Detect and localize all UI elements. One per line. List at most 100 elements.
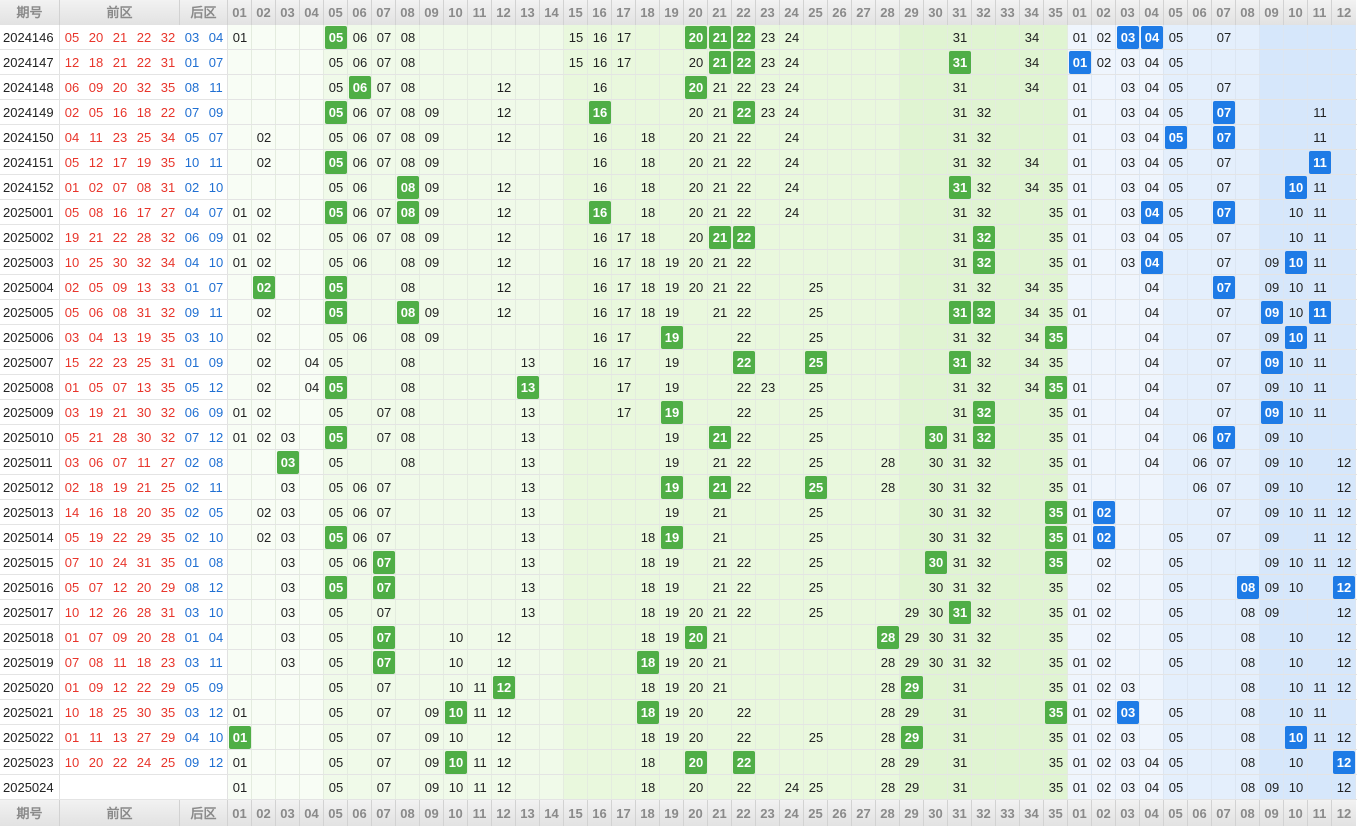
front-number: 20 — [112, 80, 128, 95]
front-number: 35 — [160, 155, 176, 170]
back-cell: 08 — [1240, 680, 1256, 695]
front-cell: 12 — [496, 105, 512, 120]
front-hit: 22 — [733, 51, 755, 74]
front-cell: 31 — [952, 655, 968, 670]
issue: 2025024 — [3, 780, 54, 795]
back-cell: 01 — [1072, 380, 1088, 395]
back-cell: 05 — [1168, 30, 1184, 45]
front-number: 27 — [160, 205, 176, 220]
issue: 2024149 — [3, 105, 54, 120]
front-column-header: 24 — [780, 800, 804, 826]
front-number: 20 — [136, 580, 152, 595]
front-hit: 35 — [1045, 551, 1067, 574]
back-hit: 02 — [1093, 501, 1115, 524]
back-cell: 04 — [1144, 130, 1160, 145]
front-hit: 31 — [949, 176, 971, 199]
front-cell: 35 — [1048, 480, 1064, 495]
front-number: 35 — [160, 380, 176, 395]
front-hit: 32 — [973, 401, 995, 424]
front-cell: 03 — [280, 655, 296, 670]
front-number: 13 — [112, 730, 128, 745]
front-column-header: 01 — [228, 0, 252, 25]
front-number: 11 — [113, 655, 127, 670]
draw-band — [60, 25, 228, 800]
front-cell: 21 — [712, 580, 728, 595]
front-cell: 35 — [1048, 630, 1064, 645]
front-cell: 08 — [400, 230, 416, 245]
front-cell: 22 — [736, 180, 752, 195]
front-cell: 07 — [376, 30, 392, 45]
front-number: 31 — [160, 355, 176, 370]
front-cell: 31 — [952, 730, 968, 745]
back-cell: 04 — [1144, 405, 1160, 420]
front-cell: 32 — [976, 205, 992, 220]
back-column-header: 03 — [1116, 0, 1140, 25]
front-cell: 20 — [688, 730, 704, 745]
front-cell: 01 — [232, 430, 248, 445]
front-cell: 32 — [976, 380, 992, 395]
front-band — [420, 25, 444, 800]
front-cell: 30 — [928, 505, 944, 520]
front-cell: 18 — [640, 205, 656, 220]
front-cell: 12 — [496, 80, 512, 95]
front-hit: 35 — [1045, 701, 1067, 724]
front-number: 12 — [112, 680, 128, 695]
back-cell: 09 — [1264, 380, 1280, 395]
front-number: 18 — [88, 480, 104, 495]
front-cell: 25 — [808, 280, 824, 295]
front-column-header: 17 — [612, 0, 636, 25]
front-cell: 23 — [760, 55, 776, 70]
front-hit: 31 — [949, 301, 971, 324]
front-hit: 19 — [661, 476, 683, 499]
back-cell: 05 — [1168, 55, 1184, 70]
front-cell: 05 — [328, 705, 344, 720]
front-hit: 32 — [973, 226, 995, 249]
back-cell: 01 — [1072, 180, 1088, 195]
front-cell: 05 — [328, 330, 344, 345]
front-cell: 30 — [928, 605, 944, 620]
back-number: 07 — [208, 205, 224, 220]
front-cell: 07 — [376, 405, 392, 420]
front-cell: 17 — [616, 380, 632, 395]
back-cell: 11 — [1313, 280, 1327, 295]
front-cell: 06 — [352, 530, 368, 545]
front-cell: 22 — [736, 130, 752, 145]
back-number: 10 — [208, 255, 224, 270]
front-number: 05 — [88, 280, 104, 295]
issue: 2025008 — [3, 380, 54, 395]
back-cell: 11 — [1313, 230, 1327, 245]
front-number: 03 — [64, 330, 80, 345]
front-cell: 23 — [760, 30, 776, 45]
front-number: 20 — [136, 505, 152, 520]
front-cell: 02 — [256, 305, 272, 320]
front-hit: 35 — [1045, 526, 1067, 549]
front-hit: 05 — [325, 201, 347, 224]
back-cell: 03 — [1120, 730, 1136, 745]
front-cell: 07 — [376, 430, 392, 445]
front-number: 35 — [160, 80, 176, 95]
back-cell: 10 — [1288, 580, 1304, 595]
front-hit: 08 — [397, 201, 419, 224]
front-number: 25 — [160, 480, 176, 495]
issue: 2025013 — [3, 505, 54, 520]
back-cell: 08 — [1240, 605, 1256, 620]
back-number: 12 — [208, 580, 224, 595]
front-number: 05 — [64, 30, 80, 45]
front-cell: 32 — [976, 130, 992, 145]
front-cell: 23 — [760, 380, 776, 395]
front-number: 13 — [112, 330, 128, 345]
back-number: 03 — [184, 330, 200, 345]
front-cell: 21 — [712, 305, 728, 320]
back-cell: 05 — [1168, 155, 1184, 170]
back-number: 09 — [208, 230, 224, 245]
front-cell: 29 — [904, 605, 920, 620]
front-number: 07 — [88, 580, 104, 595]
front-number: 05 — [64, 430, 80, 445]
back-cell: 09 — [1264, 530, 1280, 545]
front-hit: 22 — [733, 751, 755, 774]
front-number: 08 — [88, 205, 104, 220]
front-cell: 01 — [232, 755, 248, 770]
back-cell: 12 — [1336, 505, 1352, 520]
front-cell: 22 — [736, 605, 752, 620]
front-cell: 17 — [616, 355, 632, 370]
